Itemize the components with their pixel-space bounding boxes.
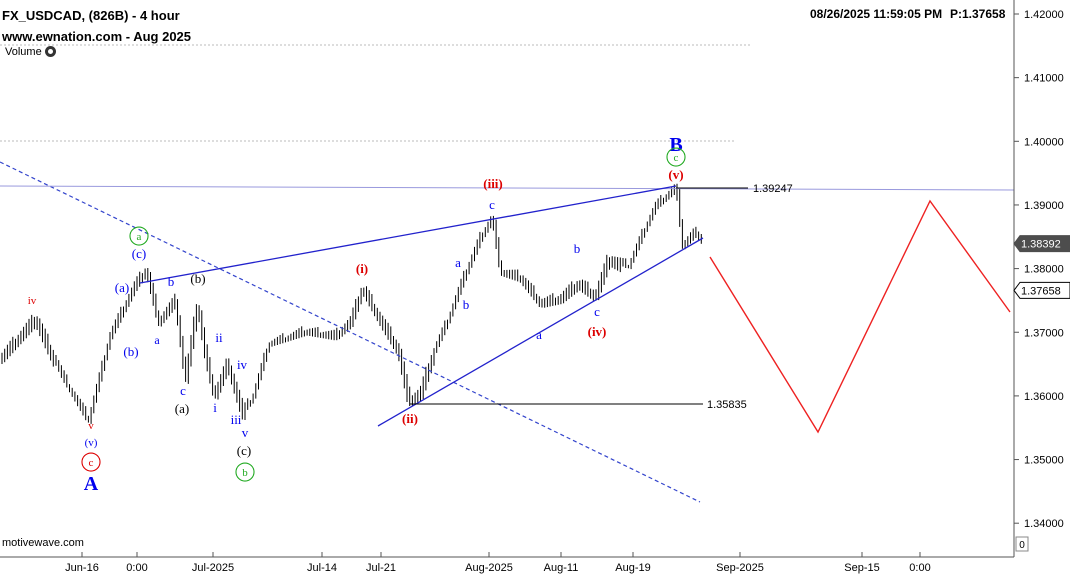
wave-label: a xyxy=(455,255,461,270)
wave-label: B xyxy=(669,134,682,156)
wave-label: a xyxy=(154,333,160,347)
x-tick-label: Jul-2025 xyxy=(192,562,234,574)
y-tick-label: 1.41000 xyxy=(1024,73,1064,85)
y-tick-label: 1.38000 xyxy=(1024,264,1064,276)
wave-label: b xyxy=(242,467,248,479)
wave-label: a xyxy=(137,231,142,243)
symbol-title: FX_USDCAD, (826B) - 4 hour xyxy=(2,8,180,23)
x-tick-label: Aug-2025 xyxy=(465,562,513,574)
x-axis-ticks: Jun-16 0:00 Jul-2025 Jul-14 Jul-21 Aug-2025 Au… xyxy=(65,552,931,574)
dashed-channel-line xyxy=(0,161,701,503)
wave-label: ii xyxy=(215,330,223,345)
wave-label-circle xyxy=(235,462,255,482)
wave-label: a xyxy=(536,327,542,342)
wave-label: iv xyxy=(237,357,248,372)
volume-indicator[interactable]: Volume xyxy=(5,46,56,58)
level-label-low: 1.35835 xyxy=(707,399,747,411)
price-readout: P:1.37658 xyxy=(950,7,1006,21)
wave-label: iii xyxy=(231,412,242,427)
wave-label: c xyxy=(89,457,94,469)
wave-label: (c) xyxy=(237,443,251,458)
price-tags: 1.38392 1.37658 xyxy=(1013,235,1070,299)
candlestick-series xyxy=(1,183,702,424)
wave-label: iv xyxy=(28,295,37,307)
x-tick-label: Aug-11 xyxy=(544,562,579,574)
wave-label: v xyxy=(88,420,94,432)
watermark: motivewave.com xyxy=(2,537,84,549)
x-axis[interactable]: Jun-16 0:00 Jul-2025 Jul-14 Jul-21 Aug-2025 Au… xyxy=(0,552,1014,574)
y-tick-label: 1.39000 xyxy=(1024,200,1064,212)
price-tag-box xyxy=(1013,281,1070,299)
upper-trendline xyxy=(139,185,677,284)
projection-path xyxy=(709,199,1011,434)
wave-label: (v) xyxy=(668,167,683,182)
y-axis-background xyxy=(1014,0,1070,557)
x-tick-label: Aug-19 xyxy=(615,562,650,574)
x-tick-label: Jul-14 xyxy=(307,562,337,574)
x-tick-label: 0:00 xyxy=(126,562,147,574)
wave-label: b xyxy=(168,274,175,289)
wave-label: A xyxy=(84,473,99,495)
y-axis-ticks: 1.34000 1.35000 1.36000 1.37000 1.38000 1.390… xyxy=(1014,9,1064,530)
wave-label: (ii) xyxy=(402,411,418,426)
wave-label: (i) xyxy=(356,261,368,276)
wave-label: c xyxy=(489,197,495,212)
gear-icon[interactable] xyxy=(44,46,56,57)
y-tick-label: 1.35000 xyxy=(1024,455,1064,467)
drawing-overlays xyxy=(0,161,1015,503)
wave-label: (b) xyxy=(123,344,138,359)
level-label-high: 1.39247 xyxy=(753,183,793,195)
volume-label: Volume xyxy=(5,46,42,58)
lower-trendline xyxy=(377,237,704,427)
y-tick-label: 1.37000 xyxy=(1024,327,1064,339)
wave-label: c xyxy=(594,304,600,319)
y-tick-label: 1.36000 xyxy=(1024,391,1064,403)
wave-label: (a) xyxy=(115,280,129,295)
y-axis[interactable]: 1.34000 1.35000 1.36000 1.37000 1.38000 1.390… xyxy=(1013,0,1070,557)
site-title: www.ewnation.com - Aug 2025 xyxy=(2,29,192,44)
horizontal-reference-line xyxy=(0,185,1015,191)
y-tick-label: 1.34000 xyxy=(1024,518,1064,530)
wave-label-circle xyxy=(666,147,686,167)
wave-label: (c) xyxy=(132,246,146,261)
timestamp: 08/26/2025 11:59:05 PM xyxy=(810,7,943,21)
wave-label: (b) xyxy=(190,271,205,286)
wave-label: (iii) xyxy=(483,176,503,191)
x-tick-label: Jul-21 xyxy=(366,562,396,574)
wave-label-circle xyxy=(129,226,149,246)
y-tick-label: 1.42000 xyxy=(1024,9,1064,21)
scale-reset-button[interactable] xyxy=(1015,536,1029,552)
wave-label: (v) xyxy=(85,437,98,449)
scale-reset-label: 0 xyxy=(1019,540,1025,551)
wave-label: b xyxy=(574,241,581,256)
x-tick-label: Sep-2025 xyxy=(716,562,764,574)
price-tag-box xyxy=(1013,235,1070,253)
x-tick-label: Sep-15 xyxy=(844,562,879,574)
price-tag-label: 1.37658 xyxy=(1021,285,1061,297)
wave-label: c xyxy=(674,152,679,164)
x-tick-label: 0:00 xyxy=(909,562,930,574)
wave-label: v xyxy=(242,425,249,440)
wave-label: (iv) xyxy=(588,324,607,339)
wave-label-circle xyxy=(81,452,101,472)
wave-label: (a) xyxy=(175,401,189,416)
wave-label: c xyxy=(180,383,186,398)
y-tick-label: 1.40000 xyxy=(1024,136,1064,148)
price-tag-label: 1.38392 xyxy=(1021,239,1061,251)
wave-label: b xyxy=(463,297,470,312)
x-tick-label: Jun-16 xyxy=(65,562,99,574)
wave-label: i xyxy=(213,400,217,415)
